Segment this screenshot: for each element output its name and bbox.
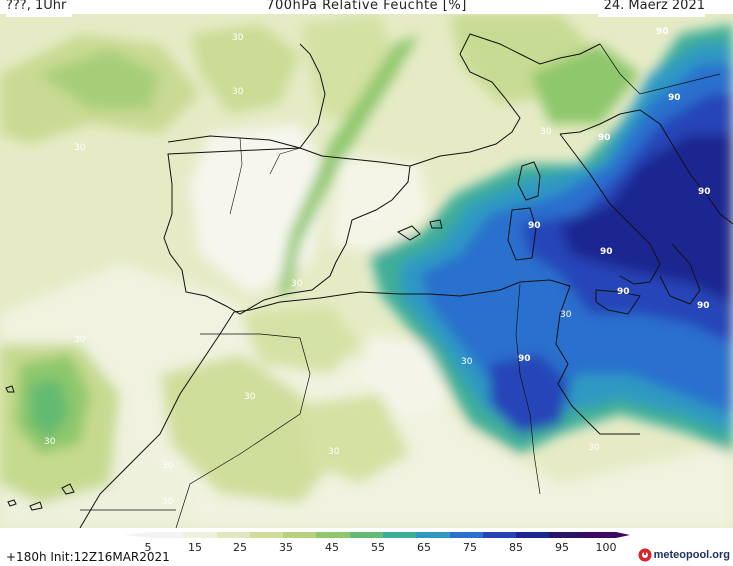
colorbar-max-arrow <box>616 532 630 538</box>
colorbar-tick-label: 55 <box>371 541 385 554</box>
logo-icon <box>638 548 652 562</box>
colorbar-tick-label: 35 <box>279 541 293 554</box>
humidity-map: 30 30 30 30 30 30 30 30 30 30 30 30 30 3… <box>0 14 733 528</box>
contour-label: 30 <box>244 392 256 402</box>
colorbar-swatch <box>549 532 583 538</box>
colorbar <box>150 532 616 538</box>
contour-label: 90 <box>600 247 613 257</box>
contour-label: 90 <box>598 133 611 143</box>
contour-label: 30 <box>74 143 86 153</box>
colorbar-swatch <box>349 532 383 538</box>
map-title: 700hPa Relative Feuchte [%] <box>260 0 473 13</box>
contour-label: 30 <box>232 87 244 97</box>
colorbar-swatch <box>283 532 317 538</box>
init-time: +180h Init:12Z16MAR2021 <box>6 550 170 564</box>
contour-label: 90 <box>697 301 710 311</box>
colorbar-tick-label: 15 <box>188 541 202 554</box>
colorbar-swatch <box>150 532 184 538</box>
contour-label: 90 <box>698 187 711 197</box>
colorbar-tick-label: 25 <box>233 541 247 554</box>
contour-label: 30 <box>461 357 473 367</box>
colorbar-tick-label: 75 <box>463 541 477 554</box>
contour-label: 30 <box>162 497 174 507</box>
contour-label: 30 <box>370 212 382 222</box>
colorbar-swatch <box>183 532 217 538</box>
contour-label: 90 <box>518 354 531 364</box>
forecast-time-label: ???, 1Uhr <box>6 0 73 17</box>
colorbar-tick-label: 100 <box>595 541 617 554</box>
contour-label: 90 <box>656 27 669 37</box>
contour-label: 30 <box>291 279 303 289</box>
humidity-field <box>0 14 733 528</box>
brand-logo[interactable]: meteopool.org <box>638 548 730 562</box>
contour-label: 30 <box>588 443 600 453</box>
contour-label: 30 <box>44 437 56 447</box>
coastlines <box>5 33 733 528</box>
contour-label: 30 <box>162 461 174 471</box>
colorbar-tick-label: 95 <box>555 541 569 554</box>
contour-label: 30 <box>232 33 244 43</box>
brand-name: meteopool.org <box>653 549 730 561</box>
colorbar-swatch <box>449 532 483 538</box>
contour-label: 30 <box>560 310 572 320</box>
colorbar-swatch <box>482 532 517 538</box>
colorbar-tick-label: 85 <box>509 541 523 554</box>
contour-label: 30 <box>328 447 340 457</box>
colorbar-swatch <box>249 532 284 538</box>
colorbar-swatch <box>582 532 616 538</box>
colorbar-swatch <box>516 532 550 538</box>
colorbar-tick-label: 5 <box>144 541 152 554</box>
colorbar-tick-label: 65 <box>417 541 431 554</box>
contour-label: 30 <box>540 127 552 137</box>
colorbar-swatch <box>316 532 350 538</box>
colorbar-swatch <box>382 532 417 538</box>
contour-label: 90 <box>528 221 541 231</box>
colorbar-swatch <box>416 532 450 538</box>
contour-label: 30 <box>74 335 86 345</box>
color-legend: 5 15 25 35 45 55 65 75 85 95 100 +180h Init:12Z16M… <box>0 528 733 566</box>
colorbar-swatch <box>216 532 250 538</box>
contour-labels: 30 30 30 30 30 30 30 30 30 30 30 30 30 3… <box>44 27 711 507</box>
valid-date: 24. Maerz 2021 <box>597 0 705 17</box>
contour-label: 90 <box>668 93 681 103</box>
colorbar-tick-label: 45 <box>325 541 339 554</box>
colorbar-min-arrow <box>124 532 150 538</box>
contour-label: 90 <box>617 287 630 297</box>
